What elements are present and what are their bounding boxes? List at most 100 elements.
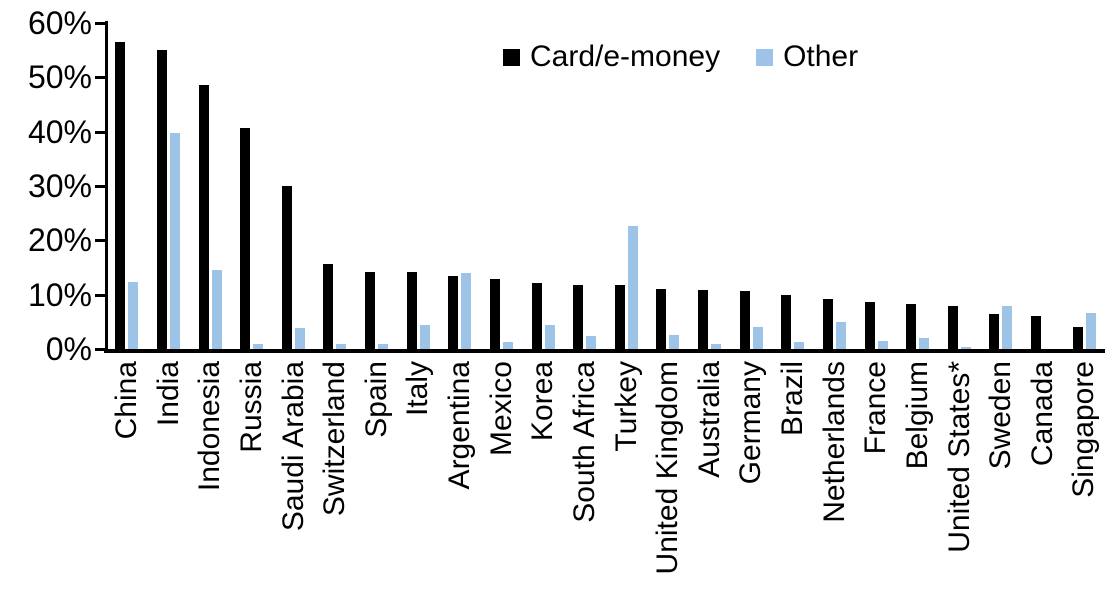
y-axis-label-10: 10% [27,276,92,313]
x-axis-label-south-africa: South Africa [567,361,601,523]
x-axis-label-united-kingdom: United Kingdom [651,361,685,575]
bar-other-sweden [1002,306,1013,349]
bar-group-turkey [606,23,648,349]
x-label-cell: Mexico [481,361,523,456]
bar-card-e-money-turkey [614,285,625,349]
bar-other-spain [378,344,389,349]
x-label-cell: Canada [1022,361,1064,466]
y-axis-label-30: 30% [27,168,92,204]
bar-other-india [169,133,180,349]
legend-item-other: Other [756,40,858,74]
x-axis-label-russia: Russia [234,361,268,453]
bar-group-china [106,23,148,349]
bar-other-brazil [794,342,805,349]
bar-card-e-money-italy [406,272,417,349]
x-axis-label-germany: Germany [734,361,768,485]
x-label-cell: Netherlands [814,361,856,523]
bar-card-e-money-united-states [947,306,958,349]
bar-card-e-money-argentina [448,276,459,349]
bar-group-united-kingdom [647,23,689,349]
x-axis-label-india: India [151,361,185,427]
other-swatch-icon [756,48,774,66]
bar-other-united-states [960,347,971,349]
x-label-cell: South Africa [564,361,606,523]
bar-card-e-money-sweden [989,314,1000,349]
bar-group-australia [689,23,731,349]
bar-card-e-money-singapore [1072,327,1083,349]
y-axis-label-0: 0% [45,331,92,367]
y-axis-tick-30 [95,185,105,188]
x-label-cell: United Kingdom [647,361,689,574]
bar-group-sweden [980,23,1022,349]
y-axis-label-20: 20% [27,222,92,259]
bar-other-turkey [627,226,638,349]
bar-group-spain [356,23,398,349]
y-axis-tick-20 [95,239,105,243]
y-axis-tick-10 [95,293,105,297]
bar-other-france [877,341,888,349]
x-axis-label-argentina: Argentina [443,361,477,490]
bar-group-germany [730,23,772,349]
bar-card-e-money-canada [1031,316,1042,349]
x-label-cell: Belgium [897,361,939,469]
bar-card-e-money-germany [739,291,750,349]
bar-card-e-money-united-kingdom [656,289,667,349]
bar-card-e-money-china [115,42,126,349]
y-axis-tick-40 [95,130,105,134]
bar-other-korea [544,325,555,349]
plot-area [106,23,1105,349]
x-axis-label-indonesia: Indonesia [193,361,227,492]
bar-card-e-money-australia [698,290,709,349]
x-label-cell: United States* [939,361,981,553]
bar-card-e-money-russia [240,128,251,349]
x-axis-label-switzerland: Switzerland [318,361,352,517]
x-axis-label-canada: Canada [1025,361,1059,467]
x-label-cell: India [148,361,190,426]
bar-other-belgium [919,338,930,349]
bar-group-saudi-arabia [273,23,315,349]
bar-other-united-kingdom [669,335,680,349]
bar-card-e-money-switzerland [323,264,334,349]
bar-card-e-money-belgium [906,304,917,349]
bar-group-argentina [439,23,481,349]
x-label-cell: France [855,361,897,454]
y-axis-tick-50 [95,76,105,80]
bar-card-e-money-korea [531,283,542,349]
bar-group-france [855,23,897,349]
x-axis-label-australia: Australia [692,361,726,478]
x-label-cell: Saudi Arabia [273,361,315,531]
x-axis-label-turkey: Turkey [609,361,643,452]
y-axis-label-50: 50% [27,59,92,96]
bar-group-korea [522,23,564,349]
x-label-cell: Indonesia [189,361,231,491]
legend: Card/e-money Other [503,40,858,74]
x-axis-label-france: France [859,361,893,455]
bar-card-e-money-spain [365,272,376,349]
bar-group-italy [397,23,439,349]
bar-card-e-money-south-africa [573,285,584,349]
x-axis-label-sweden: Sweden [984,361,1018,470]
bar-group-indonesia [189,23,231,349]
x-axis-line [104,349,1105,353]
x-axis-label-united-states: United States* [942,361,976,553]
bar-group-south-africa [564,23,606,349]
x-axis-label-brazil: Brazil [776,361,810,437]
x-label-cell: Australia [689,361,731,478]
x-label-cell: Sweden [980,361,1022,469]
bar-card-e-money-france [864,302,875,349]
x-label-cell: Spain [356,361,398,438]
x-label-cell: Argentina [439,361,481,489]
bar-card-e-money-indonesia [198,85,209,349]
bar-other-china [128,282,139,349]
bar-card-e-money-brazil [781,295,792,349]
bar-other-south-africa [586,336,597,349]
x-axis-label-belgium: Belgium [900,361,934,470]
bar-group-mexico [481,23,523,349]
x-axis-label-singapore: Singapore [1067,361,1101,498]
x-axis-label-netherlands: Netherlands [817,361,851,523]
x-axis-label-mexico: Mexico [484,361,518,457]
x-label-cell: Italy [397,361,439,416]
bar-other-germany [752,327,763,349]
x-label-cell: Turkey [606,361,648,452]
